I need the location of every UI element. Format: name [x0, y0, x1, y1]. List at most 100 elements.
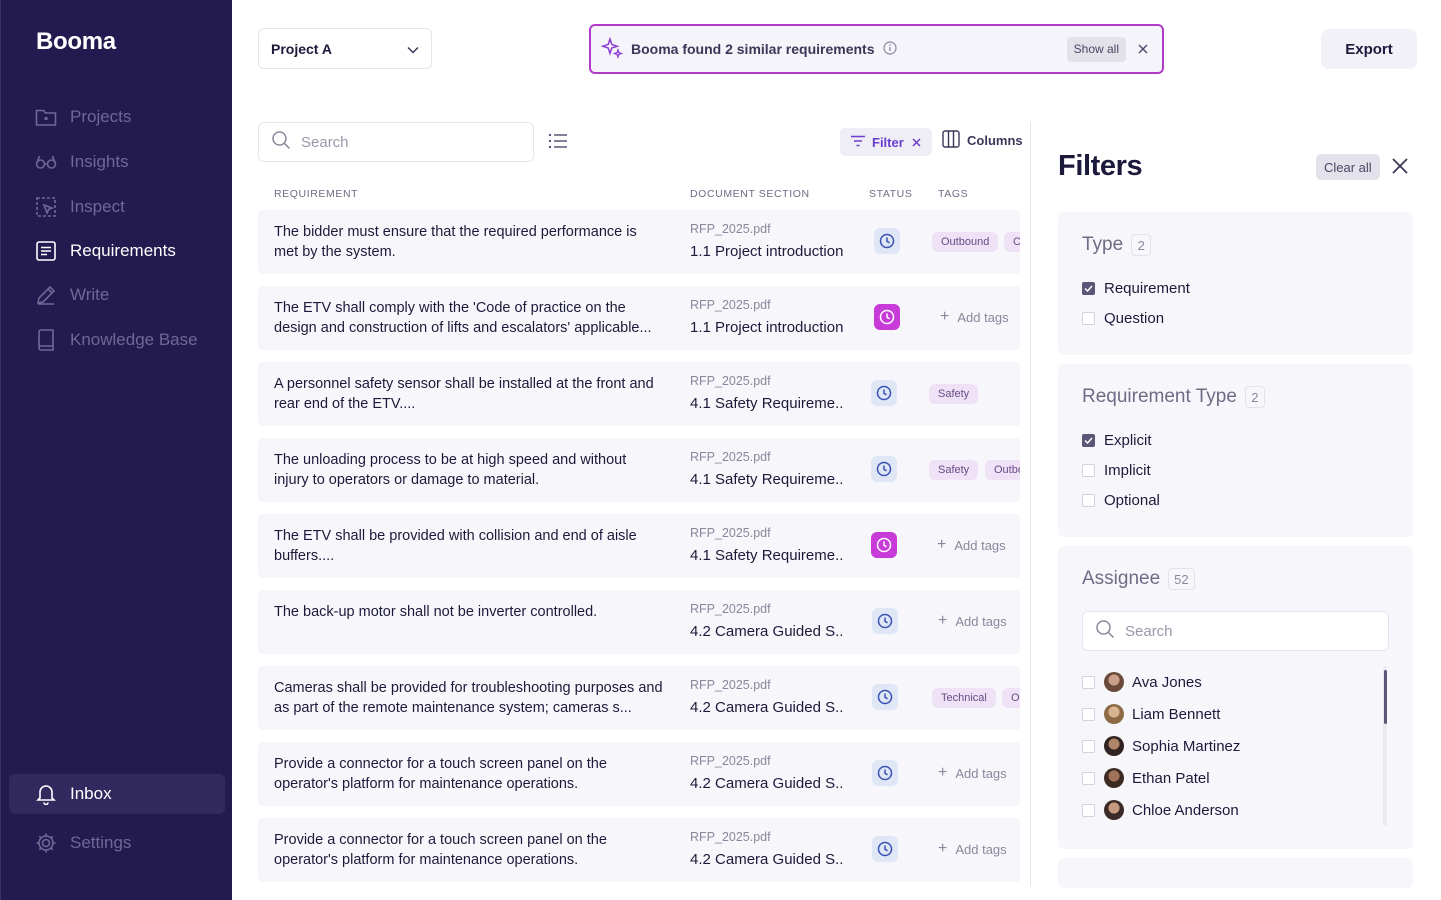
status-flagged-badge[interactable]	[871, 532, 897, 558]
table-row[interactable]: The unloading process to be at high spee…	[258, 438, 1020, 502]
sidebar-item-write[interactable]: Write	[9, 275, 225, 315]
add-tags-button[interactable]: + Add tags	[938, 612, 1007, 630]
clear-filter-icon[interactable]	[912, 135, 921, 150]
filter-option-question[interactable]: Question	[1082, 310, 1164, 327]
filter-option-implicit[interactable]: Implicit	[1082, 462, 1151, 479]
checkbox[interactable]	[1082, 464, 1095, 477]
add-tags-label: Add tags	[955, 841, 1007, 857]
assignee-search-input[interactable]: Search	[1082, 611, 1389, 651]
assignee-scrollbar-thumb[interactable]	[1384, 670, 1387, 724]
add-tags-button[interactable]: + Add tags	[937, 536, 1006, 554]
clock-icon	[876, 461, 892, 477]
tags-cell: Technical Ou	[928, 666, 1020, 730]
info-icon[interactable]	[882, 40, 897, 58]
column-header-document-section[interactable]: DOCUMENT SECTION	[690, 188, 810, 200]
requirement-text: The back-up motor shall not be inverter …	[274, 604, 598, 620]
checkbox[interactable]	[1082, 312, 1095, 325]
table-row[interactable]: A personnel safety sensor shall be insta…	[258, 362, 1020, 426]
table-row[interactable]: The bidder must ensure that the required…	[258, 210, 1020, 274]
plus-icon: +	[938, 764, 948, 781]
sidebar-item-insights[interactable]: Insights	[9, 142, 225, 182]
checkbox[interactable]	[1082, 707, 1095, 721]
checkbox[interactable]	[1082, 803, 1095, 817]
check-icon	[1084, 285, 1093, 293]
folder-icon	[35, 106, 57, 128]
document-file: RFP_2025.pdf	[690, 222, 771, 236]
table-row[interactable]: The back-up motor shall not be inverter …	[258, 590, 1020, 654]
sidebar-item-settings[interactable]: Settings	[9, 823, 225, 863]
checkbox[interactable]	[1082, 494, 1095, 507]
document-file: RFP_2025.pdf	[690, 678, 771, 692]
column-header-tags[interactable]: TAGS	[938, 188, 969, 200]
tag-chip[interactable]: Safety	[929, 384, 979, 404]
assignee-option[interactable]: Liam Bennett	[1082, 704, 1220, 724]
checkbox[interactable]	[1082, 739, 1095, 753]
assignee-option[interactable]: Ava Jones	[1082, 672, 1202, 692]
tag-chip[interactable]: Ou	[1002, 688, 1020, 708]
clear-all-button[interactable]: Clear all	[1316, 154, 1380, 180]
assignee-option[interactable]: Chloe Anderson	[1082, 800, 1239, 820]
tag-chip[interactable]: Technical	[932, 688, 996, 708]
export-button[interactable]: Export	[1321, 29, 1417, 69]
search-input[interactable]: Search	[258, 122, 534, 162]
filter-option-requirement[interactable]: Requirement	[1082, 280, 1190, 297]
status-pending-badge[interactable]	[871, 456, 897, 482]
add-tags-label: Add tags	[957, 309, 1009, 325]
status-pending-badge[interactable]	[872, 608, 898, 634]
sidebar-item-inspect[interactable]: Inspect	[9, 187, 225, 227]
add-tags-button[interactable]: + Add tags	[938, 764, 1007, 782]
table-row[interactable]: Provide a connector for a touch screen p…	[258, 742, 1020, 806]
add-tags-button[interactable]: + Add tags	[938, 840, 1007, 858]
filter-button[interactable]: Filter	[840, 128, 932, 156]
close-icon[interactable]	[1391, 157, 1409, 180]
column-header-status[interactable]: STATUS	[869, 188, 913, 200]
add-tags-label: Add tags	[954, 537, 1006, 553]
add-tags-button[interactable]: + Add tags	[940, 308, 1009, 326]
brand-logo[interactable]: Booma	[36, 28, 116, 55]
table-row[interactable]: Provide a connector for a touch screen p…	[258, 818, 1020, 882]
check-icon	[1084, 437, 1093, 445]
status-pending-badge[interactable]	[872, 760, 898, 786]
checkbox[interactable]	[1082, 675, 1095, 689]
filter-option-label: Question	[1104, 310, 1165, 327]
requirement-text: The bidder must ensure that the required…	[274, 224, 637, 260]
list-view-icon[interactable]	[548, 132, 568, 155]
columns-button[interactable]: Columns	[942, 130, 1023, 151]
status-pending-badge[interactable]	[874, 228, 900, 254]
checkbox[interactable]	[1082, 771, 1095, 785]
project-select[interactable]: Project A	[258, 28, 432, 69]
assignee-option[interactable]: Ethan Patel	[1082, 768, 1210, 788]
assignee-option[interactable]: Sophia Martinez	[1082, 736, 1240, 756]
status-pending-badge[interactable]	[871, 380, 897, 406]
table-row[interactable]: Cameras shall be provided for troublesho…	[258, 666, 1020, 730]
tag-chip[interactable]: C	[1004, 232, 1020, 252]
show-all-button[interactable]: Show all	[1066, 36, 1126, 62]
assignee-name: Ava Jones	[1132, 673, 1202, 691]
table-row[interactable]: The ETV shall comply with the 'Code of p…	[258, 286, 1020, 350]
filter-group-requirement-type: Requirement Type 2 Explicit Implicit Opt…	[1058, 364, 1413, 537]
checkbox-checked[interactable]	[1082, 282, 1095, 295]
filter-group-type: Type 2 Requirement Question	[1058, 212, 1413, 355]
tag-chip[interactable]: Outbo	[985, 460, 1020, 480]
checkbox-checked[interactable]	[1082, 434, 1095, 447]
sidebar-item-requirements[interactable]: Requirements	[9, 231, 225, 271]
column-header-requirement[interactable]: REQUIREMENT	[274, 188, 359, 200]
bell-icon	[35, 783, 57, 805]
tags-cell: Safety	[928, 362, 1020, 426]
sidebar-item-inbox[interactable]: Inbox	[9, 774, 225, 814]
assignee-scrollbar[interactable]	[1383, 666, 1387, 826]
sidebar-item-knowledge-base[interactable]: Knowledge Base	[9, 320, 225, 360]
filter-group-title: Requirement Type 2	[1082, 386, 1265, 408]
table-row[interactable]: The ETV shall be provided with collision…	[258, 514, 1020, 578]
status-flagged-badge[interactable]	[874, 304, 900, 330]
status-pending-badge[interactable]	[872, 684, 898, 710]
close-icon[interactable]	[1136, 42, 1150, 56]
tag-chip[interactable]: Safety	[929, 460, 979, 480]
filter-option-optional[interactable]: Optional	[1082, 492, 1160, 509]
filter-option-explicit[interactable]: Explicit	[1082, 432, 1152, 449]
gear-icon	[35, 832, 57, 854]
status-pending-badge[interactable]	[872, 836, 898, 862]
tag-chip[interactable]: Outbound	[932, 232, 999, 252]
document-section: 4.1 Safety Requireme..	[690, 471, 844, 488]
sidebar-item-projects[interactable]: Projects	[9, 97, 225, 137]
